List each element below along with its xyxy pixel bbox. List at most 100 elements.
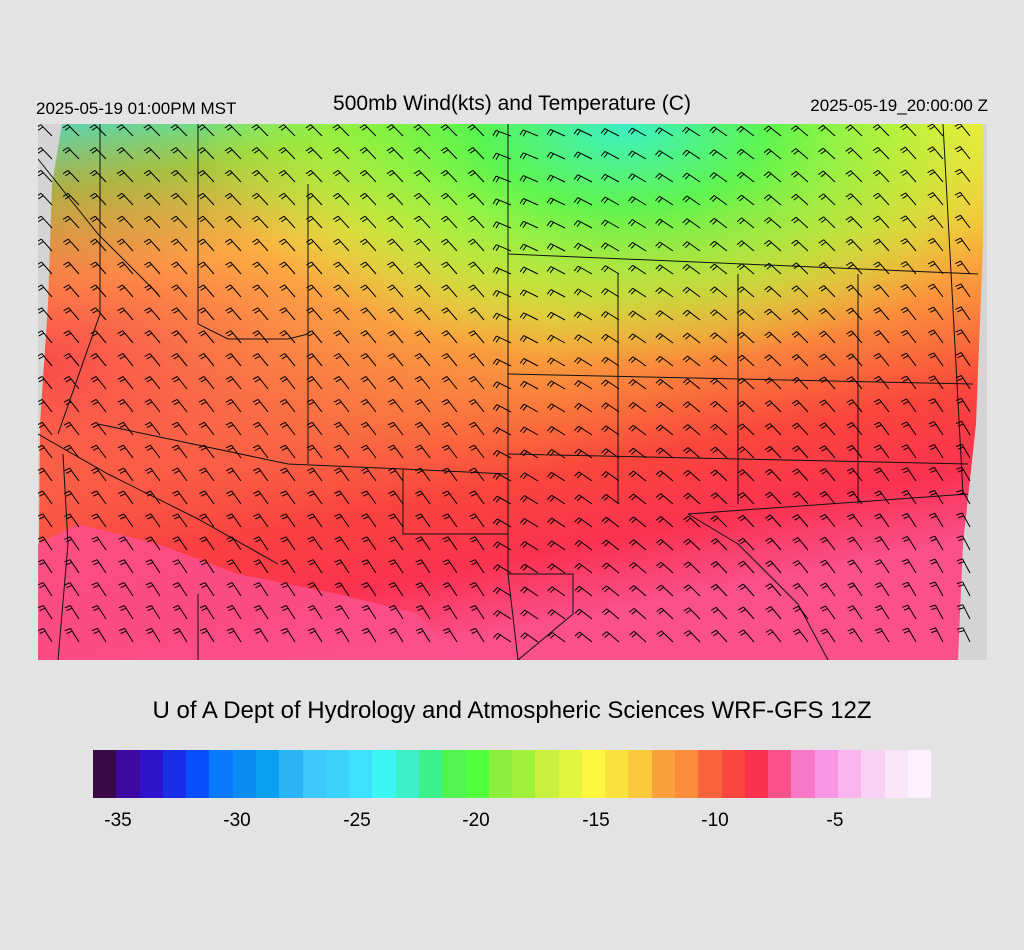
wind-barb: [601, 608, 620, 620]
wind-barb: [738, 606, 755, 620]
wind-barb: [253, 490, 269, 505]
wind-barb: [710, 492, 728, 505]
wind-barb: [683, 538, 701, 551]
wind-barb: [440, 124, 458, 137]
wind-barb: [927, 146, 944, 160]
wind-barb: [91, 559, 107, 574]
wind-barb: [144, 307, 161, 321]
wind-barb: [791, 376, 809, 390]
wind-barb: [737, 377, 755, 390]
wind-barb: [145, 536, 161, 551]
wind-barb: [845, 170, 863, 183]
wind-barb: [198, 353, 215, 367]
wind-barb: [791, 354, 809, 367]
wind-barb: [764, 468, 782, 482]
wind-barb: [901, 490, 917, 505]
wind-barb: [628, 379, 647, 390]
colorbar-swatch: [605, 750, 629, 798]
wind-barb: [143, 238, 161, 252]
wind-barb: [791, 331, 809, 344]
wind-barb: [307, 559, 323, 574]
wind-barb: [332, 147, 350, 160]
wind-barb: [737, 331, 755, 344]
wind-barb: [682, 424, 701, 436]
wind-barb: [601, 562, 620, 574]
wind-barb: [628, 539, 647, 551]
wind-barb: [573, 128, 593, 137]
colorbar-swatch: [279, 750, 303, 798]
wind-barb: [737, 560, 755, 574]
wind-barb: [493, 632, 512, 643]
wind-barb: [956, 512, 971, 528]
wind-barb: [845, 284, 863, 298]
wind-barb: [224, 147, 242, 160]
wind-barb: [415, 490, 431, 505]
wind-barb: [63, 444, 80, 459]
wind-barb: [574, 471, 593, 482]
wind-barb: [954, 237, 971, 252]
utc-time-label: 2025-05-19_20:00:00 Z: [810, 96, 988, 115]
wind-barb: [63, 467, 80, 482]
wind-barb: [736, 171, 755, 183]
wind-barb: [251, 238, 269, 252]
wind-barb: [280, 490, 296, 505]
wind-barb: [251, 215, 269, 229]
wind-barb: [792, 445, 809, 459]
wind-barb: [305, 192, 323, 206]
wind-barb: [873, 330, 890, 344]
wind-barb: [332, 124, 350, 137]
wind-barb: [442, 605, 458, 620]
wind-barb: [737, 514, 755, 528]
wind-barb: [600, 219, 620, 229]
wind-barb: [547, 449, 566, 459]
wind-barb: [64, 490, 80, 505]
wind-barb: [118, 582, 134, 597]
wind-barb: [819, 422, 836, 436]
wind-barb: [764, 262, 782, 275]
wind-barb: [682, 286, 701, 298]
wind-barb: [278, 147, 296, 160]
wind-barb: [656, 584, 674, 597]
wind-barb: [901, 467, 917, 482]
wind-barb: [62, 238, 80, 252]
wind-barb: [225, 330, 242, 344]
wind-barb: [519, 358, 539, 367]
colorbar-swatch: [768, 750, 792, 798]
wind-barb: [252, 398, 269, 413]
wind-barb: [765, 514, 782, 528]
wind-barb: [307, 605, 323, 620]
wind-barb: [89, 124, 107, 137]
colorbar-swatch: [349, 750, 373, 798]
wind-barb: [709, 286, 728, 298]
wind-barb: [117, 467, 134, 482]
wind-barb: [901, 536, 917, 551]
wind-barb: [252, 467, 269, 482]
wind-barb: [900, 169, 917, 183]
wind-barb: [90, 261, 107, 275]
wind-barb: [388, 559, 404, 574]
wind-barb: [333, 376, 350, 390]
wind-barb: [359, 147, 377, 160]
wind-barb: [763, 240, 782, 252]
wind-barb: [361, 627, 377, 643]
wind-barb: [520, 518, 539, 528]
wind-barb: [143, 215, 161, 229]
wind-barb: [224, 169, 242, 183]
wind-barb: [628, 562, 647, 574]
wind-barb: [574, 334, 593, 344]
wind-barb: [601, 539, 620, 551]
wind-barb: [118, 559, 134, 574]
wind-barb: [546, 220, 566, 229]
wind-barb: [386, 238, 404, 252]
wind-barb: [226, 490, 242, 505]
wind-barb: [519, 243, 539, 252]
wind-barb: [306, 467, 323, 482]
wind-barb: [469, 605, 485, 620]
wind-barb: [682, 378, 701, 390]
wind-barb: [954, 168, 971, 183]
wind-barb: [253, 513, 269, 528]
wind-barb: [333, 444, 350, 459]
wind-barb: [145, 559, 161, 574]
wind-barb: [171, 398, 188, 413]
wind-barb: [197, 215, 215, 229]
